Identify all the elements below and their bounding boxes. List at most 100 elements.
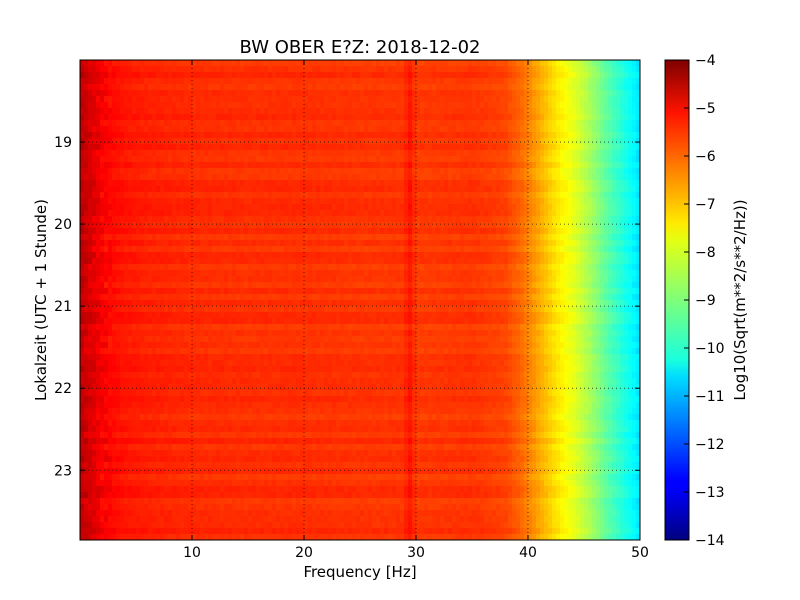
heatmap-cell <box>200 198 205 205</box>
heatmap-cell <box>172 264 177 271</box>
heatmap-cell <box>152 108 157 115</box>
heatmap-cell <box>448 180 453 187</box>
heatmap-cell <box>128 144 133 151</box>
heatmap-cell <box>252 240 257 247</box>
heatmap-cell <box>612 84 617 91</box>
heatmap-cell <box>340 228 345 235</box>
heatmap-cell <box>588 66 593 73</box>
heatmap-cell <box>564 90 569 97</box>
heatmap-cell <box>248 66 253 73</box>
heatmap-cell <box>100 120 105 127</box>
heatmap-cell <box>608 186 613 193</box>
heatmap-cell <box>628 252 633 259</box>
heatmap-cell <box>276 258 281 265</box>
heatmap-cell <box>368 108 373 115</box>
heatmap-cell <box>168 258 173 265</box>
heatmap-cell <box>176 246 181 253</box>
heatmap-cell <box>228 120 233 127</box>
heatmap-cell <box>420 210 425 217</box>
heatmap-cell <box>448 96 453 103</box>
heatmap-cell <box>264 222 269 229</box>
heatmap-cell <box>184 264 189 271</box>
heatmap-cell <box>308 228 313 235</box>
heatmap-cell <box>632 78 637 85</box>
heatmap-cell <box>292 156 297 163</box>
heatmap-cell <box>376 102 381 109</box>
heatmap-cell <box>176 264 181 271</box>
heatmap-cell <box>508 204 513 211</box>
heatmap-cell <box>208 60 213 67</box>
heatmap-cell <box>624 192 629 199</box>
heatmap-cell <box>436 240 441 247</box>
heatmap-cell <box>208 264 213 271</box>
heatmap-cell <box>252 138 257 145</box>
heatmap-cell <box>628 264 633 271</box>
heatmap-cell <box>360 72 365 79</box>
heatmap-cell <box>168 144 173 151</box>
heatmap-cell <box>220 162 225 169</box>
heatmap-cell <box>628 198 633 205</box>
heatmap-cell <box>488 174 493 181</box>
heatmap-cell <box>128 264 133 271</box>
heatmap-cell <box>452 66 457 73</box>
heatmap-cell <box>568 198 573 205</box>
heatmap-cell <box>148 228 153 235</box>
heatmap-cell <box>492 120 497 127</box>
heatmap-cell <box>216 198 221 205</box>
heatmap-cell <box>120 240 125 247</box>
heatmap-cell <box>260 60 265 67</box>
heatmap-cell <box>372 96 377 103</box>
heatmap-cell <box>416 138 421 145</box>
heatmap-cell <box>104 96 109 103</box>
heatmap-cell <box>560 84 565 91</box>
heatmap-cell <box>500 72 505 79</box>
heatmap-cell <box>564 174 569 181</box>
heatmap-cell <box>520 246 525 253</box>
heatmap-cell <box>132 192 137 199</box>
heatmap-cell <box>272 228 277 235</box>
heatmap-cell <box>204 258 209 265</box>
heatmap-cell <box>472 258 477 265</box>
heatmap-cell <box>116 120 121 127</box>
heatmap-cell <box>384 186 389 193</box>
heatmap-cell <box>480 210 485 217</box>
heatmap-cell <box>564 60 569 67</box>
heatmap-cell <box>524 192 529 199</box>
heatmap-cell <box>592 240 597 247</box>
heatmap-cell <box>184 228 189 235</box>
heatmap-cell <box>288 90 293 97</box>
heatmap-cell <box>596 246 601 253</box>
heatmap-cell <box>236 132 241 139</box>
heatmap-cell <box>452 84 457 91</box>
heatmap-cell <box>496 96 501 103</box>
heatmap-cell <box>124 66 129 73</box>
heatmap-cell <box>396 258 401 265</box>
heatmap-cell <box>268 204 273 211</box>
heatmap-cell <box>248 156 253 163</box>
heatmap-cell <box>544 114 549 121</box>
heatmap-cell <box>148 252 153 259</box>
heatmap-cell <box>200 240 205 247</box>
heatmap-cell <box>184 204 189 211</box>
heatmap-cell <box>364 168 369 175</box>
heatmap-cell <box>88 222 93 229</box>
heatmap-cell <box>236 78 241 85</box>
heatmap-cell <box>512 186 517 193</box>
heatmap-cell <box>348 66 353 73</box>
heatmap-cell <box>584 174 589 181</box>
heatmap-cell <box>380 90 385 97</box>
heatmap-cell <box>604 204 609 211</box>
heatmap-cell <box>96 78 101 85</box>
heatmap-cell <box>304 144 309 151</box>
heatmap-cell <box>148 60 153 67</box>
heatmap-cell <box>596 162 601 169</box>
heatmap-cell <box>392 90 397 97</box>
heatmap-cell <box>464 156 469 163</box>
heatmap-cell <box>136 258 141 265</box>
heatmap-cell <box>388 162 393 169</box>
heatmap-cell <box>416 168 421 175</box>
heatmap-cell <box>232 96 237 103</box>
heatmap-cell <box>616 258 621 265</box>
heatmap-cell <box>156 60 161 67</box>
heatmap-cell <box>368 228 373 235</box>
